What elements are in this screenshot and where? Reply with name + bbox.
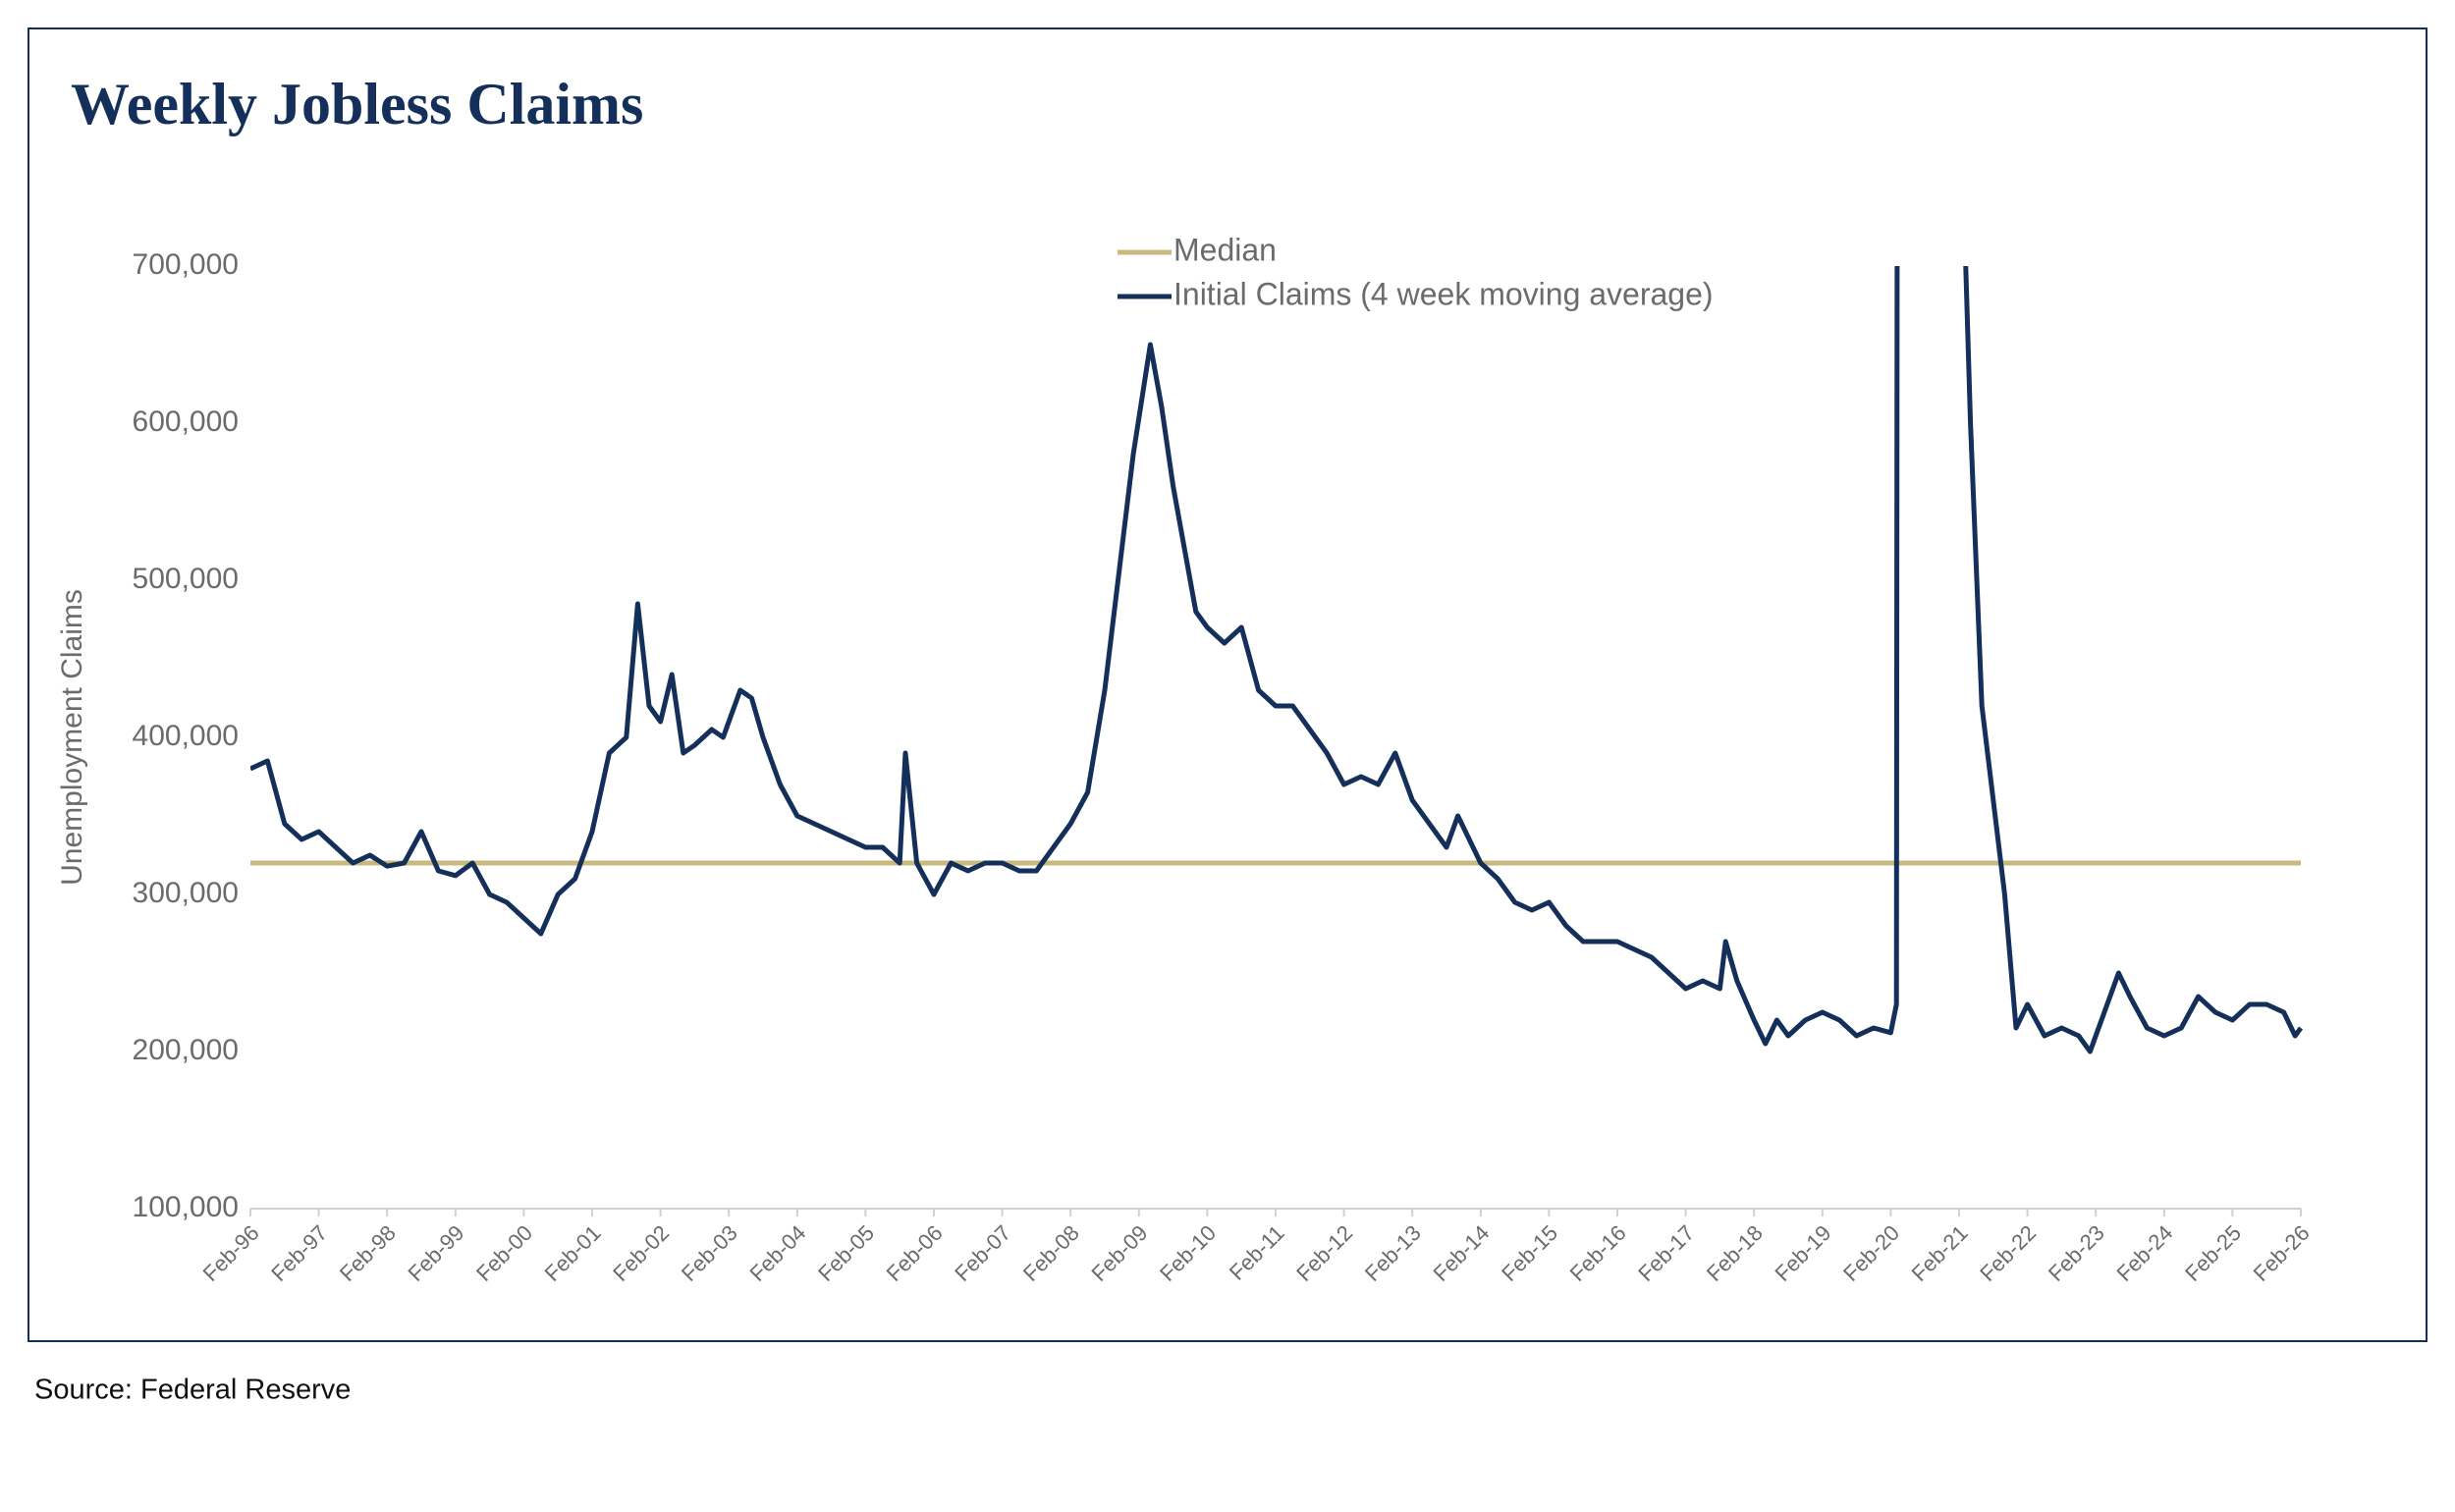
x-tick-label: Feb-04 <box>744 1220 810 1286</box>
x-tick-label: Feb-12 <box>1291 1220 1357 1286</box>
x-tick-label: Feb-10 <box>1155 1220 1221 1286</box>
y-axis-label: Unemployment Claims <box>56 589 88 886</box>
claims-line <box>250 266 2304 1054</box>
x-tick-label: Feb-19 <box>1770 1220 1835 1286</box>
x-tick-label: Feb-21 <box>1907 1220 1973 1286</box>
legend-label: Median <box>1173 232 1277 267</box>
x-tick-label: Feb-15 <box>1497 1220 1562 1286</box>
x-tick-label: Feb-25 <box>2180 1220 2246 1286</box>
x-tick-label: Feb-00 <box>471 1220 537 1286</box>
legend-label: Initial Claims (4 week moving average) <box>1173 276 1714 311</box>
x-tick-label: Feb-03 <box>677 1220 742 1286</box>
y-tick-label: 300,000 <box>133 877 239 909</box>
y-tick-label: 400,000 <box>133 720 239 752</box>
x-tick-label: Feb-09 <box>1086 1220 1152 1286</box>
source-note: Source: Federal Reserve <box>34 1375 351 1406</box>
x-tick-label: Feb-05 <box>813 1220 879 1286</box>
y-tick-label: 100,000 <box>133 1191 239 1223</box>
x-tick-label: Feb-07 <box>950 1220 1015 1286</box>
y-tick-label: 700,000 <box>133 248 239 281</box>
chart-frame <box>27 27 2428 1342</box>
x-tick-label: Feb-02 <box>608 1220 674 1286</box>
x-tick-label: Feb-11 <box>1225 1220 1289 1285</box>
chart-title: Weekly Jobless Claims <box>71 72 643 136</box>
x-tick-label: Feb-13 <box>1360 1220 1426 1286</box>
plot-area <box>250 266 2304 1054</box>
y-tick-label: 600,000 <box>133 405 239 438</box>
x-tick-label: Feb-99 <box>403 1220 468 1286</box>
x-tick-label: Feb-98 <box>335 1220 401 1286</box>
x-tick-label: Feb-14 <box>1428 1220 1494 1286</box>
x-tick-label: Feb-18 <box>1702 1220 1768 1286</box>
x-tick-label: Feb-16 <box>1565 1220 1631 1286</box>
x-tick-label: Feb-96 <box>198 1220 264 1286</box>
x-tick-label: Feb-20 <box>1838 1220 1904 1286</box>
x-tick-label: Feb-26 <box>2249 1220 2315 1286</box>
y-tick-label: 200,000 <box>133 1034 239 1066</box>
y-tick-label: 500,000 <box>133 563 239 595</box>
x-tick-label: Feb-23 <box>2044 1220 2109 1286</box>
x-tick-label: Feb-08 <box>1018 1220 1084 1286</box>
x-tick-label: Feb-97 <box>266 1220 332 1286</box>
x-tick-label: Feb-17 <box>1633 1220 1699 1286</box>
x-tick-label: Feb-06 <box>882 1220 948 1286</box>
x-tick-label: Feb-01 <box>540 1220 606 1286</box>
x-tick-label: Feb-22 <box>1975 1220 2041 1286</box>
x-tick-label: Feb-24 <box>2111 1220 2177 1286</box>
